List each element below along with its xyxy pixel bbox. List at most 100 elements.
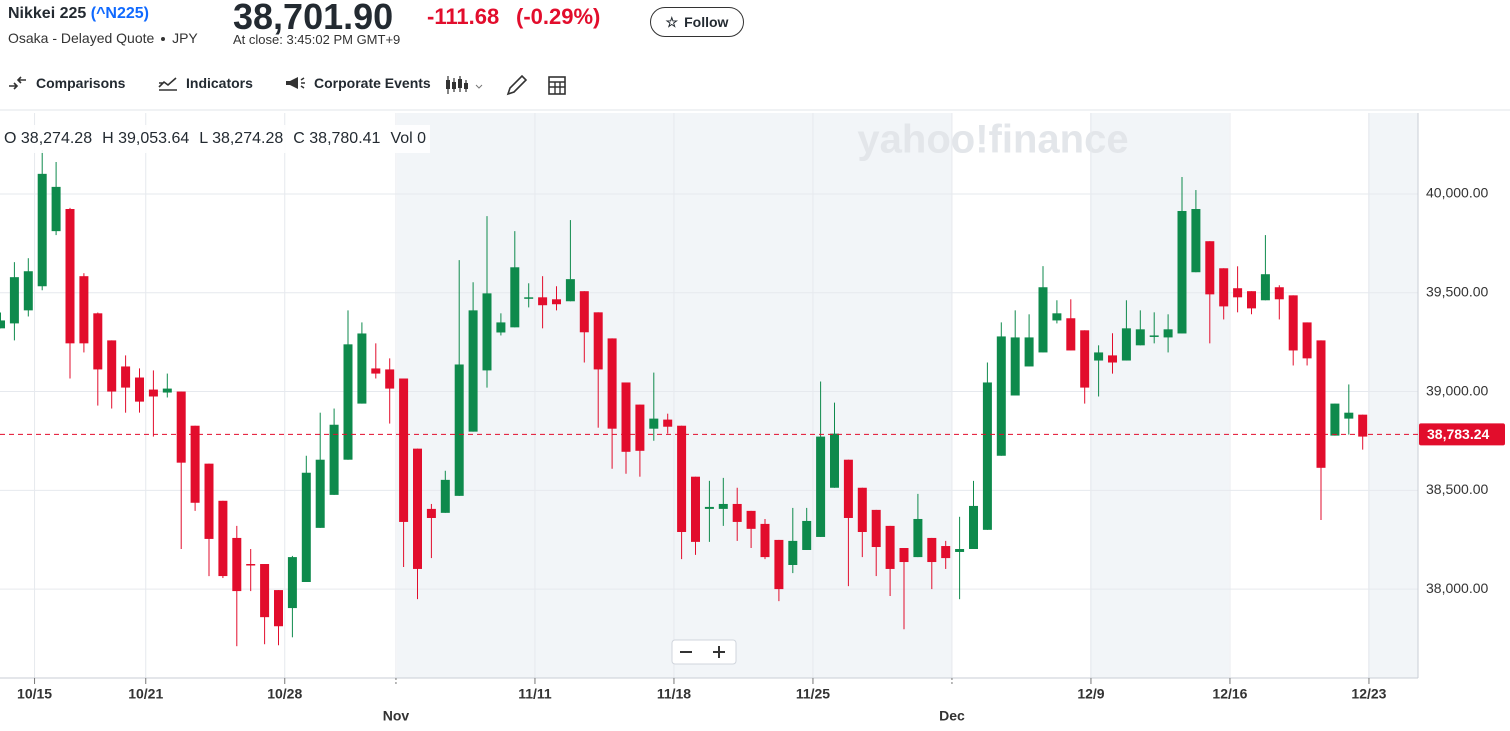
y-tick-label: 39,000.00 — [1426, 382, 1488, 398]
candle-body — [399, 378, 409, 522]
candle-body — [552, 299, 561, 305]
candle-body — [1344, 412, 1354, 419]
candle-body — [843, 459, 853, 518]
comparisons[interactable]: Comparisons — [8, 75, 125, 91]
candle-body — [1205, 241, 1215, 295]
candle-body — [635, 404, 645, 451]
candle-body — [51, 186, 61, 232]
shade — [1090, 113, 1229, 678]
readout-value: 38,274.28 — [20, 130, 93, 147]
candle-body — [287, 557, 297, 609]
shade — [397, 113, 952, 678]
candle-body — [1010, 337, 1020, 396]
x-tick-label: 10/28 — [267, 686, 302, 702]
icon — [9, 76, 26, 90]
readout-label: O — [4, 130, 17, 147]
candle-body — [385, 369, 395, 389]
currency: JPY — [172, 30, 198, 46]
last-price-tag — [1419, 423, 1505, 446]
exchange: Osaka - Delayed Quote — [8, 30, 155, 46]
indicators[interactable]: Indicators — [158, 75, 253, 91]
candle-body — [413, 448, 422, 569]
x-tick-label: Nov — [383, 708, 410, 724]
indicators-label: Indicators — [186, 75, 253, 91]
settings-button[interactable] — [547, 75, 569, 97]
x-tick-label: Dec — [939, 708, 965, 724]
candle-body — [982, 382, 992, 530]
candle-body — [1177, 210, 1187, 334]
corporate-events[interactable]: Corporate Events — [284, 75, 431, 91]
candle-body — [857, 487, 867, 533]
candle-body — [9, 277, 19, 324]
candle-body — [148, 389, 158, 397]
readout-value: 38,780.41 — [309, 130, 381, 147]
ohlc-readout: O 38,274.28 H 39,053.64 L 38,274.28 C 38,78… — [0, 125, 431, 153]
candle-body — [1080, 330, 1090, 388]
candle-body — [607, 338, 617, 429]
candle-body — [482, 293, 492, 371]
candle-body — [524, 297, 534, 299]
candle-body — [816, 436, 826, 537]
candle-body — [1233, 288, 1243, 298]
candle-body — [246, 564, 256, 566]
candle-body — [691, 476, 700, 542]
x-tick-label: 11/11 — [518, 686, 552, 702]
x-tick-label: 12/23 — [1351, 686, 1386, 702]
candle-body — [830, 433, 839, 488]
icon — [158, 77, 177, 91]
candle-body — [357, 333, 367, 404]
symbol[interactable]: (^N225) — [90, 5, 149, 22]
candle-body — [135, 377, 144, 402]
candle-body — [677, 425, 687, 533]
candle-body — [1274, 287, 1284, 300]
readout-item: L 38,274.28 — [199, 130, 283, 148]
candle-body — [107, 340, 117, 392]
candle-body — [190, 425, 200, 503]
readout-value: 39,053.64 — [118, 130, 190, 147]
candle-body — [1024, 337, 1034, 367]
candle-body — [1066, 318, 1076, 351]
candle-body — [927, 537, 937, 563]
close-time: At close: 3:45:02 PM GMT+9 — [233, 32, 401, 47]
candle-body — [899, 548, 909, 563]
candle-body — [510, 267, 520, 328]
candle-body — [93, 313, 103, 370]
candle-body — [1121, 328, 1131, 361]
candle-body — [37, 173, 47, 287]
corporate-events-label: Corporate Events — [314, 75, 431, 91]
watermark: yahoo!finance — [857, 118, 1128, 162]
candle-body — [426, 508, 436, 518]
y-tick-label: 40,000.00 — [1426, 185, 1488, 201]
candle-body — [732, 503, 742, 522]
candle-body — [329, 424, 339, 495]
candle-body — [1163, 329, 1173, 338]
candle-body — [1316, 340, 1326, 468]
candle-body — [1302, 322, 1312, 359]
readout-item: C 38,780.41 — [293, 130, 380, 148]
candle-body — [996, 336, 1006, 456]
candle-body — [1358, 414, 1368, 437]
bullet — [161, 37, 166, 42]
candle-body — [1052, 313, 1062, 321]
readout-label: L — [199, 130, 208, 147]
icon — [286, 77, 305, 89]
candle-body — [1247, 291, 1256, 309]
x-tick-label: 11/18 — [657, 686, 691, 702]
y-tick-label: 38,500.00 — [1426, 481, 1488, 497]
chart-type-button[interactable] — [444, 74, 488, 96]
candle-body — [1288, 295, 1298, 351]
candle-body — [774, 539, 784, 590]
draw-button[interactable] — [504, 72, 530, 98]
y-tick-label: 39,500.00 — [1426, 283, 1488, 299]
last-price-label: 38,783.24 — [1427, 426, 1489, 442]
price: 38,701.90 — [233, 0, 394, 37]
candle-body — [941, 546, 951, 559]
x-tick-label: 12/16 — [1212, 686, 1247, 702]
candle-body — [0, 320, 5, 329]
comparisons-label: Comparisons — [36, 75, 126, 91]
candle-body — [649, 418, 659, 429]
x-tick-label: 12/9 — [1077, 686, 1104, 702]
follow-button[interactable]: ☆ Follow — [650, 7, 744, 37]
candle-body — [913, 518, 923, 558]
